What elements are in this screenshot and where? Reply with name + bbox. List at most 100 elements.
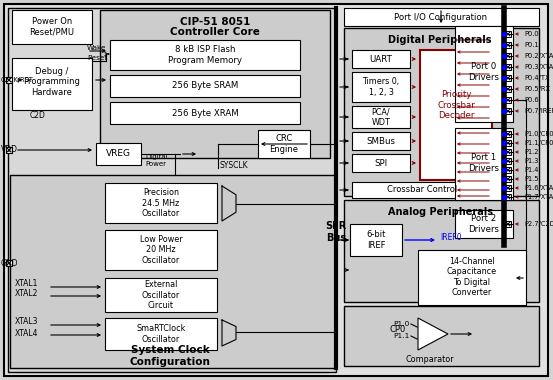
Bar	[455, 210, 513, 238]
Bar	[505, 75, 511, 81]
Bar	[505, 108, 511, 114]
Text: P1.2: P1.2	[524, 149, 539, 155]
Bar	[110, 75, 300, 97]
Bar	[455, 26, 513, 122]
Text: Precision
24.5 MHz
Oscillator: Precision 24.5 MHz Oscillator	[142, 188, 180, 218]
Text: Digital Peripherals: Digital Peripherals	[388, 35, 492, 45]
Bar	[505, 167, 511, 173]
Text: P1.0: P1.0	[394, 321, 410, 327]
Text: SPI: SPI	[374, 158, 388, 168]
Bar	[352, 72, 410, 102]
Text: P1.3: P1.3	[524, 158, 539, 164]
Bar	[505, 31, 511, 37]
Text: Crossbar Control: Crossbar Control	[387, 185, 457, 195]
Text: P1.5: P1.5	[524, 176, 539, 182]
Bar	[505, 221, 511, 227]
Bar	[505, 176, 511, 182]
Bar	[352, 182, 492, 198]
Text: Analog Peripherals: Analog Peripherals	[388, 207, 493, 217]
Text: P1.1: P1.1	[394, 333, 410, 339]
Text: Controller Core: Controller Core	[170, 27, 260, 37]
Text: 14-Channel
Capacitance
To Digital
Converter: 14-Channel Capacitance To Digital Conver…	[447, 257, 497, 297]
Text: VDD: VDD	[1, 146, 18, 155]
Text: CP0: CP0	[390, 326, 406, 334]
Text: CIP-51 8051: CIP-51 8051	[180, 17, 250, 27]
Text: Port 0
Drivers: Port 0 Drivers	[468, 62, 499, 82]
Text: SmaRTClock
Oscillator: SmaRTClock Oscillator	[136, 324, 186, 344]
Text: Low Power
20 MHz
Oscillator: Low Power 20 MHz Oscillator	[140, 235, 182, 265]
Text: Debug /
Programming
Hardware: Debug / Programming Hardware	[24, 67, 80, 97]
Bar	[505, 131, 511, 137]
Text: Port 1
Drivers: Port 1 Drivers	[468, 153, 499, 173]
Text: XTAL2: XTAL2	[15, 288, 38, 298]
Text: Digital
Power: Digital Power	[145, 154, 168, 166]
Text: UART: UART	[369, 54, 393, 63]
Text: Comparator: Comparator	[406, 356, 455, 364]
Bar	[10, 175, 336, 368]
Bar	[6, 260, 12, 266]
Text: External
Oscillator
Circuit: External Oscillator Circuit	[142, 280, 180, 310]
Bar	[105, 230, 217, 270]
Bar	[6, 77, 12, 83]
Bar	[352, 106, 410, 128]
Text: P0.0: P0.0	[524, 31, 539, 37]
Bar	[505, 42, 511, 48]
Bar	[344, 306, 539, 366]
Bar	[6, 147, 12, 153]
Bar	[105, 318, 217, 350]
Text: P1.7/XTAL4: P1.7/XTAL4	[524, 194, 553, 200]
Bar	[105, 183, 217, 223]
Text: C2CK/RST: C2CK/RST	[1, 77, 34, 83]
Text: XTAL1: XTAL1	[15, 279, 38, 288]
Text: XTAL3: XTAL3	[15, 318, 39, 326]
Text: SFR
Bus: SFR Bus	[325, 221, 347, 243]
Text: IREF0: IREF0	[440, 233, 462, 242]
Text: P0.3/XTAL2: P0.3/XTAL2	[524, 64, 553, 70]
Text: CRC
Engine: CRC Engine	[269, 134, 299, 154]
Bar	[352, 50, 410, 68]
Bar	[96, 143, 141, 165]
Bar	[8, 8, 336, 372]
Text: P1.0/CP0+: P1.0/CP0+	[524, 131, 553, 137]
Bar	[350, 224, 402, 256]
Text: P0.6: P0.6	[524, 97, 539, 103]
Text: VREG: VREG	[106, 149, 131, 158]
Bar	[344, 28, 539, 196]
Bar	[12, 58, 92, 110]
Text: P1.6/XTAL3: P1.6/XTAL3	[524, 185, 553, 191]
Bar	[505, 185, 511, 191]
Bar	[505, 140, 511, 146]
Text: P1.4: P1.4	[524, 167, 539, 173]
Text: Port I/O Configuration: Port I/O Configuration	[394, 13, 488, 22]
Bar	[455, 128, 513, 200]
Text: Priority
Crossbar
Decoder: Priority Crossbar Decoder	[437, 90, 475, 120]
Bar	[505, 64, 511, 70]
Bar	[344, 8, 539, 26]
Text: P2.7/C2D: P2.7/C2D	[524, 221, 553, 227]
Text: SMBus: SMBus	[367, 136, 395, 146]
Text: XTAL4: XTAL4	[15, 328, 39, 337]
Text: P0.4/TX: P0.4/TX	[524, 75, 550, 81]
Bar	[505, 158, 511, 164]
Bar	[110, 102, 300, 124]
Bar	[105, 278, 217, 312]
Text: Configuration: Configuration	[129, 357, 211, 367]
Bar	[420, 50, 492, 180]
Bar	[344, 200, 539, 302]
Text: SYSCLK: SYSCLK	[220, 160, 249, 169]
Bar	[505, 53, 511, 59]
Text: P0.1: P0.1	[524, 42, 539, 48]
Bar	[418, 250, 526, 305]
Text: 8 kB ISP Flash
Program Memory: 8 kB ISP Flash Program Memory	[168, 45, 242, 65]
Text: Timers 0,
1, 2, 3: Timers 0, 1, 2, 3	[362, 77, 400, 97]
Text: 256 Byte SRAM: 256 Byte SRAM	[172, 81, 238, 90]
Text: PCA/
WDT: PCA/ WDT	[372, 107, 390, 127]
Text: GND: GND	[1, 258, 18, 268]
Text: P0.5/RX: P0.5/RX	[524, 86, 550, 92]
Text: 256 Byte XRAM: 256 Byte XRAM	[171, 109, 238, 117]
Bar	[505, 97, 511, 103]
Text: C2D: C2D	[30, 111, 46, 120]
Bar	[352, 132, 410, 150]
Bar	[505, 86, 511, 92]
Polygon shape	[418, 318, 448, 350]
